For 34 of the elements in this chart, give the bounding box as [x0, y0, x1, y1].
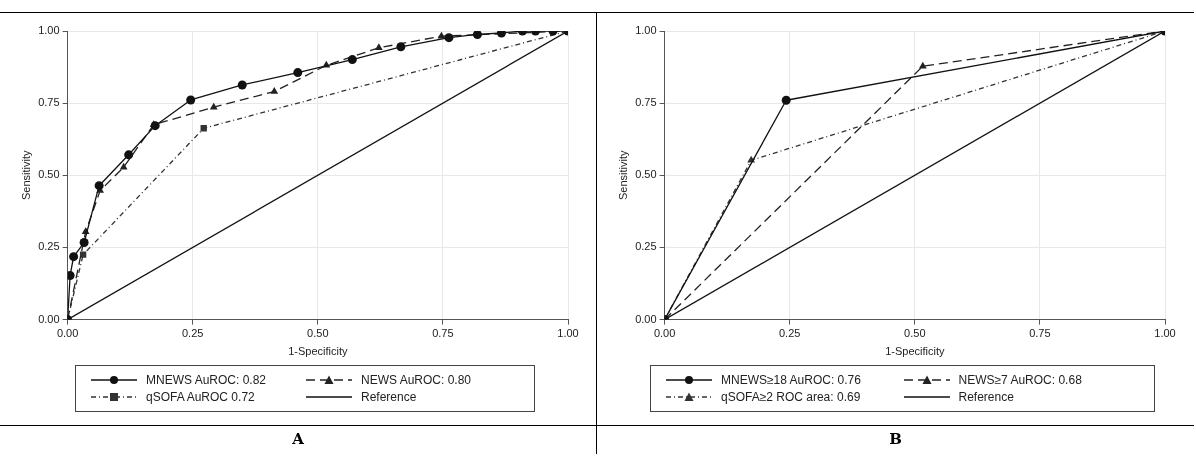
y-axis-title: Sensitivity: [19, 150, 32, 201]
x-axis-title: 1-Specificity: [288, 345, 348, 358]
x-tick-label: 0.75: [1029, 327, 1051, 340]
y-axis-title: Sensitivity: [616, 150, 629, 201]
y-tick-label: 1.00: [38, 24, 60, 37]
legend-label: qSOFA AuROC 0.72: [146, 390, 255, 404]
y-tick-label: 0.00: [635, 312, 657, 325]
y-tick-label: 0.50: [635, 168, 657, 181]
x-tick-label: 1.00: [1154, 327, 1176, 340]
y-tick-label: 0.75: [635, 96, 657, 109]
y-tick-label: 0.25: [38, 240, 60, 253]
y-tick-label: 0.25: [635, 240, 657, 253]
y-tick-label: 1.00: [635, 24, 657, 37]
x-tick-label: 0.00: [653, 327, 676, 340]
y-tick-label: 0.00: [38, 312, 60, 325]
x-tick-label: 0.50: [904, 327, 926, 340]
legend-label: Reference: [958, 390, 1014, 404]
legend-label: Reference: [361, 390, 417, 404]
y-tick-label: 0.50: [38, 168, 60, 181]
x-tick-label: 0.75: [432, 327, 454, 340]
x-tick-label: 0.25: [182, 327, 204, 340]
x-axis-title: 1-Specificity: [885, 345, 945, 358]
x-tick-label: 1.00: [557, 327, 579, 340]
y-tick-label: 0.75: [38, 96, 60, 109]
x-tick-label: 0.50: [307, 327, 329, 340]
legend-label: NEWS≥7 AuROC: 0.68: [958, 373, 1082, 387]
legend-label: MNEWS AuROC: 0.82: [146, 373, 267, 387]
x-tick-label: 0.25: [779, 327, 801, 340]
legend-label: qSOFA≥2 ROC area: 0.69: [721, 390, 861, 404]
text: B: [597, 425, 1194, 454]
x-tick-label: 0.00: [56, 327, 79, 340]
text: A: [0, 425, 596, 454]
legend-label: NEWS AuROC: 0.80: [361, 373, 472, 387]
legend-label: MNEWS≥18 AuROC: 0.76: [721, 373, 861, 387]
